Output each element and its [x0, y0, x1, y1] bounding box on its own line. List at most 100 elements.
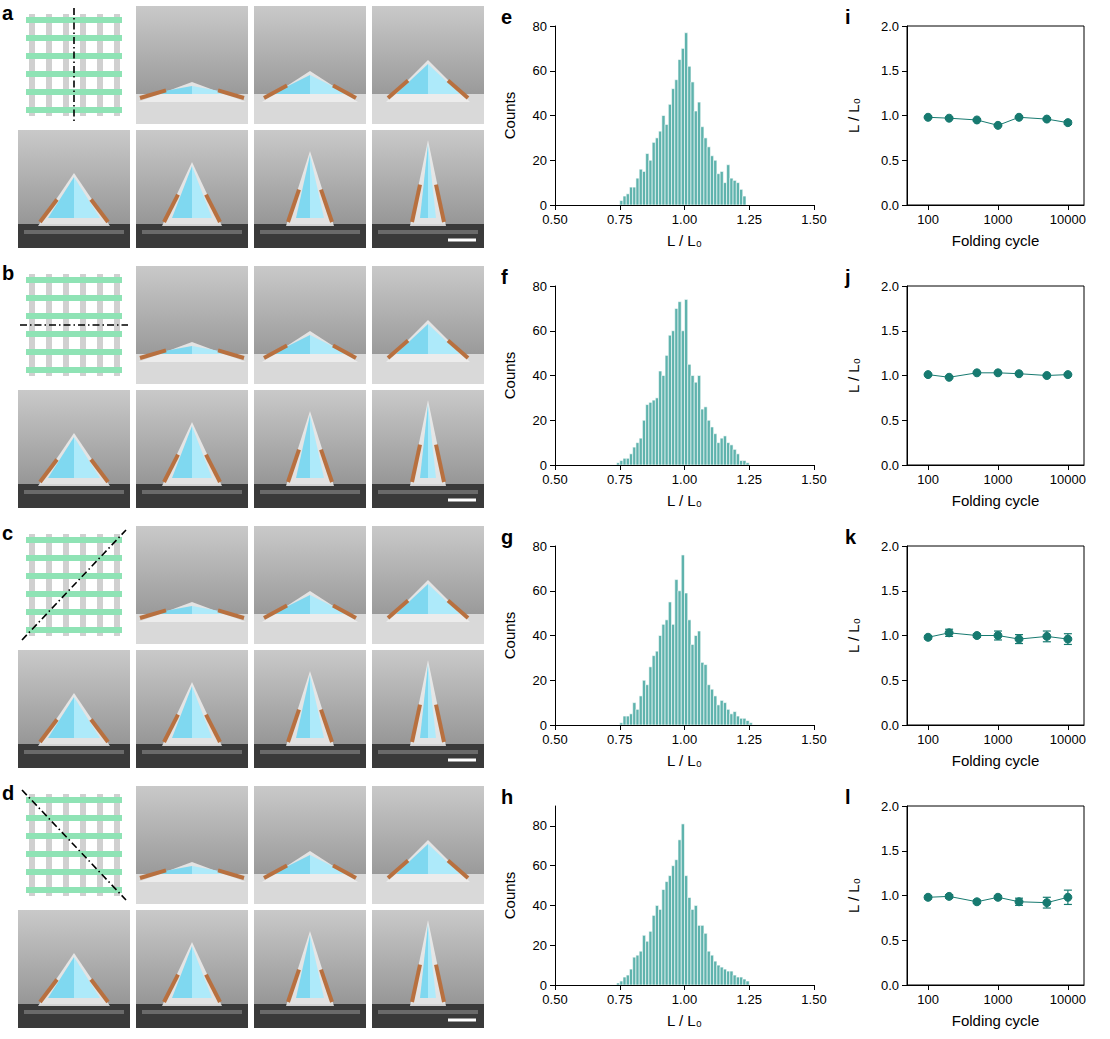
- svg-text:1.0: 1.0: [881, 108, 899, 123]
- svg-text:L / L₀: L / L₀: [845, 878, 862, 913]
- svg-text:60: 60: [533, 583, 547, 598]
- svg-text:f: f: [501, 266, 508, 288]
- svg-text:g: g: [501, 526, 513, 548]
- svg-text:1.25: 1.25: [737, 732, 762, 747]
- svg-text:b: b: [2, 262, 14, 284]
- svg-text:0.5: 0.5: [881, 413, 899, 428]
- svg-text:0.0: 0.0: [881, 198, 899, 213]
- svg-text:e: e: [501, 6, 512, 28]
- svg-text:1.25: 1.25: [737, 212, 762, 227]
- svg-text:10000: 10000: [1050, 212, 1086, 227]
- svg-text:1.5: 1.5: [881, 323, 899, 338]
- svg-text:2.0: 2.0: [881, 799, 899, 814]
- svg-text:0.50: 0.50: [542, 732, 567, 747]
- svg-text:0: 0: [540, 458, 547, 473]
- svg-text:2.0: 2.0: [881, 279, 899, 294]
- svg-text:0.0: 0.0: [881, 978, 899, 993]
- svg-text:20: 20: [533, 938, 547, 953]
- svg-text:0: 0: [540, 978, 547, 993]
- svg-text:1.0: 1.0: [881, 888, 899, 903]
- svg-text:0.50: 0.50: [542, 472, 567, 487]
- svg-text:Counts: Counts: [501, 92, 518, 140]
- svg-text:0: 0: [540, 198, 547, 213]
- svg-text:l: l: [845, 786, 851, 808]
- svg-text:1.00: 1.00: [672, 992, 697, 1007]
- svg-text:i: i: [845, 6, 851, 28]
- svg-text:10000: 10000: [1050, 732, 1086, 747]
- svg-text:Counts: Counts: [501, 612, 518, 660]
- svg-text:1.00: 1.00: [672, 732, 697, 747]
- svg-text:1.0: 1.0: [881, 628, 899, 643]
- svg-text:0: 0: [540, 718, 547, 733]
- svg-text:j: j: [844, 266, 851, 288]
- svg-text:d: d: [2, 782, 14, 804]
- svg-text:L / L₀: L / L₀: [667, 492, 702, 509]
- svg-text:80: 80: [533, 279, 547, 294]
- svg-text:40: 40: [533, 368, 547, 383]
- svg-text:80: 80: [533, 19, 547, 34]
- svg-text:0.0: 0.0: [881, 458, 899, 473]
- svg-text:c: c: [2, 522, 13, 544]
- svg-text:100: 100: [917, 992, 939, 1007]
- svg-text:20: 20: [533, 673, 547, 688]
- svg-text:L / L₀: L / L₀: [667, 1012, 702, 1029]
- svg-text:1.5: 1.5: [881, 583, 899, 598]
- svg-text:a: a: [2, 2, 14, 24]
- svg-text:60: 60: [533, 323, 547, 338]
- svg-text:1.50: 1.50: [801, 212, 826, 227]
- svg-text:0.50: 0.50: [542, 992, 567, 1007]
- svg-text:0.5: 0.5: [881, 673, 899, 688]
- svg-text:0.50: 0.50: [542, 212, 567, 227]
- svg-text:Counts: Counts: [501, 872, 518, 920]
- svg-text:40: 40: [533, 898, 547, 913]
- svg-text:2.0: 2.0: [881, 539, 899, 554]
- svg-text:1.5: 1.5: [881, 843, 899, 858]
- svg-text:0.75: 0.75: [607, 212, 632, 227]
- svg-text:Counts: Counts: [501, 352, 518, 400]
- svg-text:20: 20: [533, 413, 547, 428]
- svg-text:L / L₀: L / L₀: [667, 752, 702, 769]
- svg-text:1000: 1000: [984, 992, 1013, 1007]
- svg-text:Folding cycle: Folding cycle: [952, 752, 1040, 769]
- svg-text:0.0: 0.0: [881, 718, 899, 733]
- svg-text:20: 20: [533, 153, 547, 168]
- svg-text:0.75: 0.75: [607, 732, 632, 747]
- svg-text:1.50: 1.50: [801, 992, 826, 1007]
- svg-text:h: h: [501, 786, 513, 808]
- svg-text:1.50: 1.50: [801, 472, 826, 487]
- svg-text:0.5: 0.5: [881, 153, 899, 168]
- svg-text:L / L₀: L / L₀: [845, 618, 862, 653]
- svg-text:80: 80: [533, 818, 547, 833]
- svg-text:Folding cycle: Folding cycle: [952, 1012, 1040, 1029]
- svg-text:10000: 10000: [1050, 472, 1086, 487]
- svg-text:Folding cycle: Folding cycle: [952, 232, 1040, 249]
- svg-text:60: 60: [533, 858, 547, 873]
- svg-text:Folding cycle: Folding cycle: [952, 492, 1040, 509]
- svg-text:80: 80: [533, 539, 547, 554]
- svg-text:100: 100: [917, 732, 939, 747]
- svg-text:100: 100: [917, 472, 939, 487]
- svg-text:0.75: 0.75: [607, 992, 632, 1007]
- svg-text:40: 40: [533, 108, 547, 123]
- svg-text:1000: 1000: [984, 472, 1013, 487]
- svg-text:1.00: 1.00: [672, 212, 697, 227]
- svg-text:1.0: 1.0: [881, 368, 899, 383]
- svg-text:0.75: 0.75: [607, 472, 632, 487]
- svg-text:L / L₀: L / L₀: [845, 98, 862, 133]
- svg-text:0.5: 0.5: [881, 933, 899, 948]
- svg-text:1.00: 1.00: [672, 472, 697, 487]
- svg-text:1000: 1000: [984, 212, 1013, 227]
- svg-text:40: 40: [533, 628, 547, 643]
- svg-text:1000: 1000: [984, 732, 1013, 747]
- svg-text:1.5: 1.5: [881, 63, 899, 78]
- svg-text:L / L₀: L / L₀: [667, 232, 702, 249]
- svg-text:1.25: 1.25: [737, 472, 762, 487]
- svg-text:60: 60: [533, 63, 547, 78]
- svg-text:10000: 10000: [1050, 992, 1086, 1007]
- svg-text:1.25: 1.25: [737, 992, 762, 1007]
- svg-text:1.50: 1.50: [801, 732, 826, 747]
- svg-text:L / L₀: L / L₀: [845, 358, 862, 393]
- svg-text:100: 100: [917, 212, 939, 227]
- svg-text:2.0: 2.0: [881, 19, 899, 34]
- svg-text:k: k: [845, 526, 857, 548]
